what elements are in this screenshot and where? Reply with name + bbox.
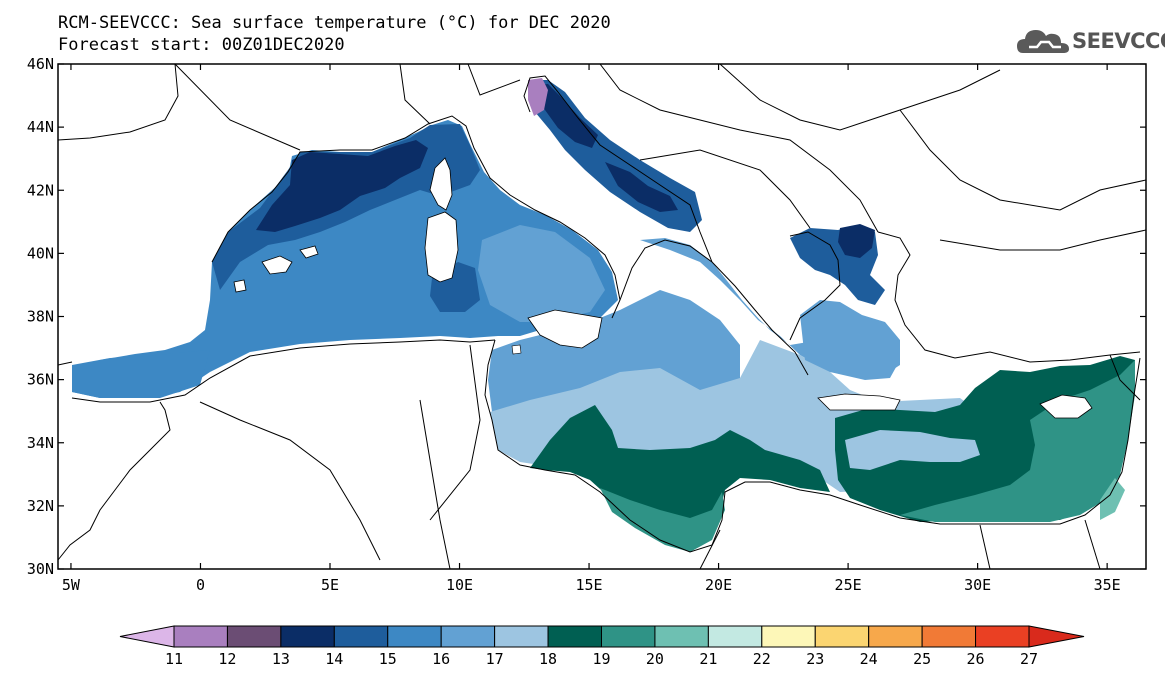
island-sicily [527, 309, 603, 349]
coastlines [58, 64, 1146, 569]
colorbar-label: 16 [432, 650, 450, 668]
sst-region-western-med [72, 120, 618, 398]
colorbar-label: 26 [967, 650, 985, 668]
colorbar-swatch [975, 625, 1030, 648]
lat-tick-label: 38N [27, 308, 54, 326]
colorbar-swatch [868, 625, 923, 648]
sst-region-tyrrhenian [478, 225, 605, 322]
colorbar-swatch [814, 625, 870, 648]
colorbar-label: 18 [539, 650, 557, 668]
lon-tick-label: 30E [964, 576, 991, 594]
lon-tick-label: 0 [196, 576, 205, 594]
lat-tick-label: 44N [27, 118, 54, 136]
island-sardinia [424, 211, 459, 283]
colorbar-label: 14 [325, 650, 343, 668]
sst-region-sirte [600, 488, 725, 552]
sst-region-libyan-sea [530, 405, 830, 540]
map-title: RCM-SEEVCCC: Sea surface temperature (°C… [58, 13, 611, 33]
colorbar-label: 27 [1020, 650, 1038, 668]
colorbar-label: 19 [592, 650, 610, 668]
lat-tick-label: 40N [27, 244, 54, 262]
lat-tick-label: 30N [27, 560, 54, 578]
island-malta [511, 344, 522, 355]
forecast-start-subtitle: Forecast start: 00Z01DEC2020 [58, 35, 345, 55]
colorbar-label: 22 [753, 650, 771, 668]
colorbar-swatch [440, 625, 496, 648]
colorbar-label: 11 [165, 650, 183, 668]
lon-tick-label: 20E [705, 576, 732, 594]
colorbar-swatch [226, 625, 282, 648]
colorbar-label: 13 [272, 650, 290, 668]
lon-tick-label: 10E [446, 576, 473, 594]
island-cyprus [1039, 394, 1093, 419]
logo-text: SEEVCCC [1072, 29, 1165, 53]
longitude-axis: 5W 0 5E 10E 15E 20E 25E 30E 35E [62, 64, 1121, 594]
lon-tick-label: 15E [576, 576, 603, 594]
island-corsica [429, 157, 453, 211]
lon-tick-label: 5W [62, 576, 81, 594]
colorbar-swatch [707, 625, 763, 648]
colorbar-arrow-low [119, 625, 175, 648]
lat-tick-label: 32N [27, 497, 54, 515]
sea-temperature-field [58, 64, 1146, 569]
colorbar-label: 20 [646, 650, 664, 668]
island-crete [817, 393, 901, 411]
lon-tick-label: 5E [321, 576, 339, 594]
lon-tick-label: 25E [835, 576, 862, 594]
colorbar-label: 17 [486, 650, 504, 668]
colorbar-swatch [761, 625, 816, 648]
colorbar-label: 25 [913, 650, 931, 668]
colorbar-label: 12 [218, 650, 236, 668]
sst-region-ligurian-cold [256, 140, 428, 232]
sst-region-ionian-light-inner [845, 430, 980, 470]
sst-region-levant-coast [1100, 478, 1125, 520]
colorbar-label: 15 [379, 650, 397, 668]
colorbar-swatch [601, 625, 656, 648]
colorbar-label: 21 [699, 650, 717, 668]
sst-region-alboran [72, 350, 210, 398]
seevccc-logo: SEEVCCC [1017, 25, 1165, 57]
sst-region-marmara-cold [838, 224, 875, 258]
sst-region-aegean [800, 300, 900, 378]
colorbar-arrow-high [1028, 625, 1085, 648]
colorbar-swatch [654, 625, 709, 648]
colorbar-swatch [387, 625, 442, 648]
lat-tick-label: 34N [27, 434, 54, 452]
colorbar-swatch [494, 625, 549, 648]
colorbar-swatch [280, 625, 335, 648]
lat-tick-label: 46N [27, 55, 54, 73]
colorbar-swatch [173, 625, 228, 648]
lat-tick-label: 42N [27, 181, 54, 199]
sst-region-north-adriatic [532, 84, 598, 148]
colorbar-swatch [921, 625, 977, 648]
sst-region-adriatic-mid [605, 162, 678, 212]
lat-tick-label: 36N [27, 371, 54, 389]
cloud-icon [1017, 30, 1069, 53]
lon-tick-label: 35E [1094, 576, 1121, 594]
sst-region-ionian [488, 238, 900, 412]
colorbar-label: 23 [806, 650, 824, 668]
island-balearic [233, 245, 319, 293]
colorbar-swatch [333, 625, 389, 648]
sst-region-trieste [528, 78, 548, 116]
colorbar: 11 12 13 14 15 16 17 18 19 20 21 22 23 24 25 26 27 [119, 625, 1085, 668]
colorbar-swatch [547, 625, 602, 648]
colorbar-label: 24 [860, 650, 878, 668]
latitude-axis: 46N 44N 42N 40N 38N 36N 34N 32N 30N [27, 55, 1146, 578]
